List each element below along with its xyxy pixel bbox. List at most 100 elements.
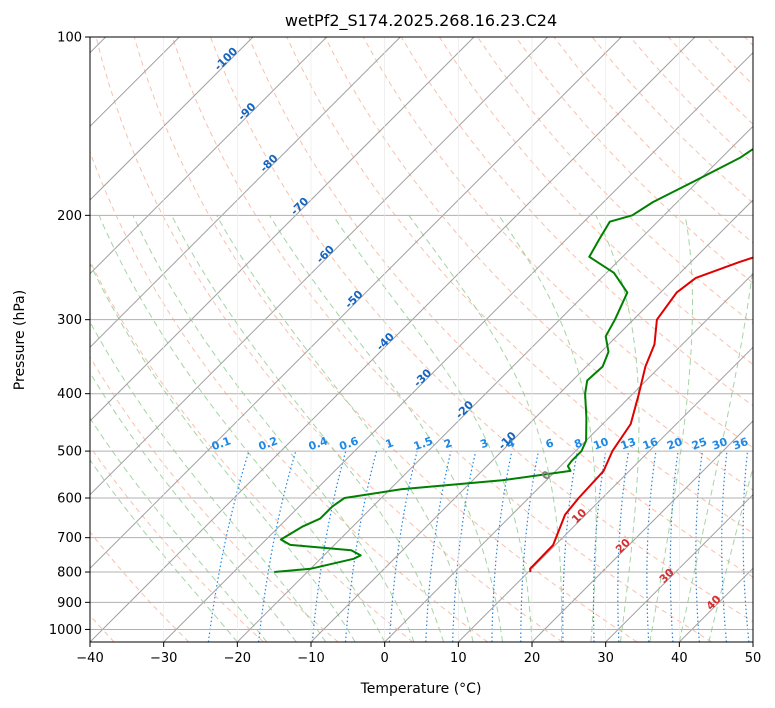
- moist-adiabat-line: [649, 215, 693, 642]
- plot-frame: [89, 36, 754, 643]
- dry-adiabat-line: [438, 37, 753, 366]
- y-axis-ticks: 100 200 300 400 500 600 700 800 900 1000: [49, 31, 90, 638]
- mixing-ratio-label: 0.1: [210, 434, 233, 453]
- skewed-isotherm-line: [90, 37, 696, 642]
- mixing-ratio-label: 13: [619, 435, 638, 452]
- skewed-isotherm-line: [90, 37, 549, 496]
- skewed-isotherm-line: [531, 420, 753, 642]
- mixing-ratio-label: 0.4: [307, 434, 330, 453]
- moist-adiabat-line: [269, 215, 503, 642]
- skewed-isotherm-line: [90, 37, 622, 570]
- moist-adiabat-line: [90, 417, 268, 642]
- skewed-isotherm-line: [90, 37, 401, 349]
- chart-title: wetPf2_S174.2025.268.16.23.C24: [285, 11, 557, 31]
- mixing-ratio-label: 2: [442, 436, 454, 451]
- temperature-gridlines: [90, 37, 753, 642]
- mixing-ratio-line: [311, 450, 347, 642]
- moist-adiabats: [90, 215, 753, 642]
- y-tick-label: 1000: [49, 623, 82, 638]
- skewed-isotherm-line: [384, 272, 753, 642]
- moist-adiabat-line: [90, 321, 327, 642]
- moist-adiabat-line: [90, 371, 297, 642]
- dry-adiabat-line: [515, 37, 753, 284]
- dry-adiabat-line: [400, 37, 753, 407]
- mixing-ratio-label: 1: [384, 436, 396, 451]
- mixing-ratio-label: 30: [710, 435, 729, 453]
- mixing-ratio-line: [491, 450, 513, 642]
- mixing-ratio-label: 8: [572, 436, 584, 451]
- y-tick-label: 200: [57, 209, 82, 224]
- skewed-isotherm-line: [163, 51, 753, 642]
- skewed-isotherm-line: [90, 37, 254, 201]
- moist-adiabat-line: [595, 215, 640, 642]
- y-axis-label: Pressure (hPa): [12, 290, 28, 390]
- mixing-ratio-line: [388, 450, 418, 642]
- mixing-ratio-label: 25: [690, 435, 709, 452]
- dry-adiabat-line: [171, 37, 712, 642]
- mixing-ratio-label: 20: [665, 435, 684, 453]
- x-axis-ticks: −40 −30 −20 −10 0 10 20 30 40 50: [76, 642, 761, 666]
- y-tick-label: 100: [57, 31, 82, 46]
- mixing-ratio-label: 4: [505, 436, 517, 451]
- moist-adiabat-line: [216, 215, 474, 642]
- skewed-isotherm-line: [90, 37, 328, 275]
- pressure-gridlines: [90, 37, 753, 630]
- skewed-isotherm-line: [605, 493, 753, 642]
- moist-adiabat-line: [408, 215, 563, 642]
- dewpoint-line: [274, 147, 753, 573]
- skewed-isotherm-line: [90, 37, 475, 422]
- x-tick-label: 50: [745, 651, 762, 666]
- temperature-line: [529, 256, 753, 573]
- dry-adiabat-line: [90, 445, 264, 642]
- skewed-isotherm-line: [236, 125, 753, 642]
- moist-adiabat-line: [498, 215, 597, 642]
- dry-adiabat-line: [90, 531, 190, 642]
- skewed-isotherm-line: [457, 346, 753, 642]
- y-tick-label: 500: [57, 445, 82, 460]
- dry-adiabat-line: [90, 150, 488, 642]
- x-tick-label: 30: [597, 651, 614, 666]
- dry-adiabat-line: [95, 37, 563, 642]
- dry-adiabat-line: [248, 37, 753, 578]
- mixing-ratio-line: [520, 450, 540, 642]
- x-tick-label: 40: [671, 651, 688, 666]
- moist-adiabat-line: [132, 215, 415, 642]
- x-tick-label: −40: [76, 651, 103, 666]
- moist-adiabat-line: [98, 215, 386, 642]
- skewed-isotherm-line: [310, 199, 753, 642]
- y-tick-label: 300: [57, 313, 82, 328]
- moist-adiabat-line: [90, 262, 356, 642]
- y-tick-label: 700: [57, 531, 82, 546]
- mixing-ratio-label: 3: [478, 436, 490, 451]
- mixing-ratio-label: 10: [592, 435, 611, 453]
- x-tick-label: −10: [297, 651, 324, 666]
- mixing-ratio-label: 1.5: [412, 434, 435, 453]
- y-tick-label: 400: [57, 387, 82, 402]
- moist-adiabat-line: [678, 263, 753, 642]
- mixing-ratio-label: 0.6: [338, 434, 361, 453]
- dry-adiabat-line: [210, 37, 753, 623]
- mixing-ratio-label: 0.2: [257, 434, 280, 453]
- moist-adiabat-line: [90, 459, 238, 642]
- moist-adiabat-line: [332, 215, 533, 642]
- mixing-ratio-label: 6: [544, 436, 556, 451]
- y-tick-label: 900: [57, 596, 82, 611]
- mixing-ratio-label: 36: [731, 435, 750, 453]
- dry-adiabat-line: [90, 356, 339, 642]
- y-tick-label: 800: [57, 566, 82, 581]
- mixing-ratio-line: [425, 450, 452, 642]
- sounding-series: [274, 147, 753, 573]
- mixing-ratio-line: [452, 450, 477, 642]
- x-tick-label: −30: [150, 651, 177, 666]
- x-tick-label: −20: [224, 651, 251, 666]
- x-tick-label: 10: [450, 651, 467, 666]
- x-tick-label: 0: [381, 651, 389, 666]
- y-tick-label: 600: [57, 492, 82, 507]
- mixing-ratio-label: 16: [641, 435, 660, 453]
- skewed-isotherms: [90, 37, 753, 642]
- moist-adiabat-line: [171, 215, 445, 642]
- x-axis-label: Temperature (°C): [360, 681, 482, 697]
